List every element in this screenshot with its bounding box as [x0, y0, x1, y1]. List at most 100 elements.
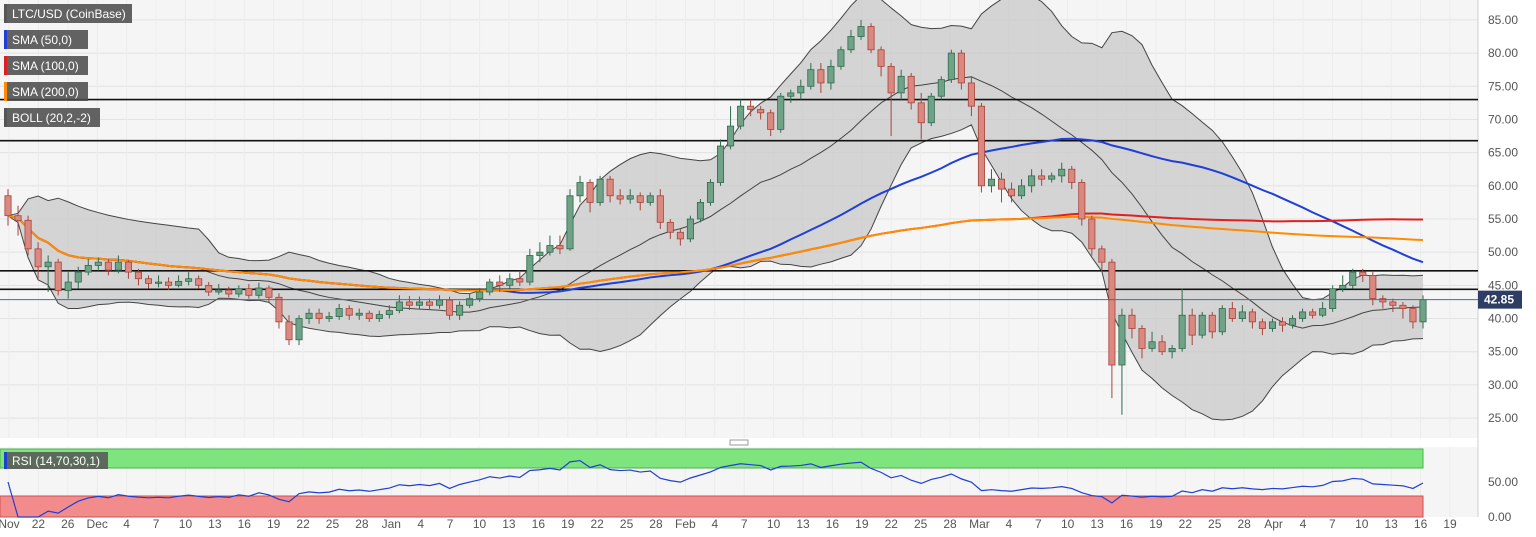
candle-body [425, 301, 434, 306]
candle-body [1389, 301, 1397, 306]
candle-body [626, 195, 634, 200]
candle-body [747, 105, 755, 110]
y-axis-labels: 85.00 80.00 75.00 70.00 65.00 60.00 55.00 50.00… [1488, 13, 1518, 425]
panel-resize-handle[interactable] [729, 439, 749, 446]
candle-body [175, 280, 183, 286]
legend-label: SMA (50,0) [12, 33, 72, 47]
candle-body [1268, 321, 1276, 329]
candle-body [1038, 175, 1046, 180]
candle-body [877, 49, 885, 67]
legend-box [4, 4, 132, 23]
rsi-tick-label: 50.00 [1488, 475, 1518, 489]
legend-label: SMA (200,0) [12, 85, 79, 99]
x-tick-label: 10 [179, 517, 193, 531]
candle-body [315, 312, 323, 319]
rsi-oversold-zone [0, 495, 1424, 518]
x-tick-label: 22 [590, 517, 604, 531]
candle-body [1078, 182, 1086, 220]
candle-body [134, 271, 142, 280]
candle-body [606, 178, 614, 197]
x-tick-label: 19 [561, 517, 575, 531]
candle-body [245, 288, 253, 296]
candle-body [415, 301, 423, 306]
candle-body [1419, 299, 1427, 323]
legend-box [4, 56, 88, 75]
x-tick-label: 16 [826, 517, 840, 531]
y-tick-label: 35.00 [1488, 345, 1518, 359]
candle-body [857, 26, 865, 37]
candle-body [897, 75, 905, 94]
x-tick-label: 26 [61, 517, 75, 531]
candle-body [937, 79, 945, 97]
x-tick-label: 13 [502, 517, 516, 531]
candle-body [476, 291, 484, 300]
y-tick-label: 75.00 [1488, 79, 1518, 93]
candle-body [1359, 271, 1367, 276]
candle-body [717, 145, 725, 183]
candle-body [144, 278, 153, 284]
candle-body [1369, 275, 1377, 300]
candle-body [1208, 314, 1216, 333]
current-price-badge [1478, 290, 1522, 309]
candle-body [375, 314, 383, 319]
candle-body [927, 95, 935, 124]
candle-body [737, 105, 745, 127]
legend-item: LTC/USD (CoinBase) [4, 4, 132, 23]
candle-body [827, 65, 835, 84]
candle-body [1118, 314, 1126, 366]
candle-body [64, 281, 72, 292]
x-tick-label: 4 [1300, 517, 1307, 531]
candle-body [777, 95, 785, 130]
x-tick-label: 10 [1061, 517, 1075, 531]
candle-body [325, 316, 333, 319]
x-tick-label: 7 [447, 517, 454, 531]
candle-body [1248, 311, 1256, 323]
legend-label: BOLL (20,2,-2) [12, 111, 91, 125]
candle-body [1299, 311, 1307, 319]
rsi-legend-box [4, 452, 108, 469]
x-tick-label: 25 [1208, 517, 1222, 531]
x-axis-labels: Nov 22 26 Dec 4 7 10 13 16 19 22 25 28 Jan 4 7 10 13 16 19 2… [0, 517, 1457, 531]
candle-body [285, 321, 293, 341]
candle-body [84, 265, 92, 273]
sma-lines [7, 137, 1424, 294]
candle-body [727, 125, 735, 147]
candle-body [616, 195, 624, 200]
candle-body [1178, 314, 1186, 349]
x-tick-label: 4 [1006, 517, 1013, 531]
candle-body [967, 82, 975, 107]
rsi-legend-swatch [4, 452, 7, 469]
rsi-panel: 50.00 0.00 RSI (14,70,30,1) [0, 448, 1518, 524]
candle-body [1068, 168, 1076, 183]
candle-body [666, 221, 674, 233]
x-tick-label: 16 [532, 517, 546, 531]
candle-body [345, 308, 353, 316]
x-tick-label: 10 [473, 517, 487, 531]
candle-body [546, 245, 554, 253]
candle-body [1278, 321, 1287, 326]
candle-body [165, 281, 173, 286]
candle-body [917, 102, 925, 124]
legend-item: SMA (200,0) [4, 82, 88, 101]
candle-body [506, 278, 514, 286]
legend-label: LTC/USD (CoinBase) [12, 7, 126, 21]
candle-body [997, 178, 1006, 190]
candle-body [526, 255, 534, 283]
candle-body [436, 299, 444, 306]
legend-item: SMA (50,0) [4, 30, 88, 49]
candle-body [1379, 298, 1387, 303]
candle-body [847, 36, 855, 51]
candle-body [787, 92, 795, 97]
candle-body [977, 105, 985, 187]
horizontal-levels [0, 98, 1478, 291]
x-tick-label: 22 [1179, 517, 1193, 531]
x-tick-label: Feb [675, 517, 696, 531]
candle-body [1309, 311, 1317, 316]
candle-body [74, 271, 82, 283]
y-tick-label: 65.00 [1488, 146, 1518, 160]
x-tick-label: 16 [1120, 517, 1134, 531]
x-tick-label: 13 [796, 517, 810, 531]
candle-body [466, 298, 474, 306]
y-tick-label: 25.00 [1488, 411, 1518, 425]
